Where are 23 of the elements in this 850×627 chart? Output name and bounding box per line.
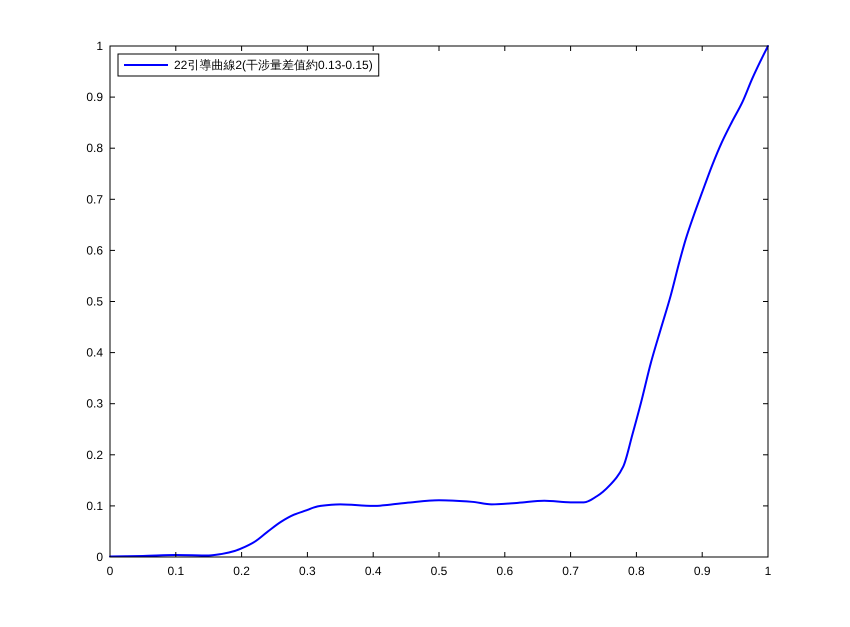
y-tick-label: 0.5 xyxy=(86,294,103,308)
y-tick-label: 0 xyxy=(96,550,103,564)
y-tick-label: 0.6 xyxy=(86,243,103,258)
y-tick-label: 0.7 xyxy=(86,192,103,206)
x-tick-label: 0.7 xyxy=(562,564,579,578)
y-tick-label: 0.1 xyxy=(86,498,103,513)
x-tick-label: 0.6 xyxy=(496,564,514,578)
y-tick-label: 0.8 xyxy=(86,141,103,156)
y-tick-label: 0.4 xyxy=(86,346,103,360)
y-tick-label: 0.9 xyxy=(86,90,103,104)
x-tick-label: 0 xyxy=(106,564,114,578)
x-tick-label: 0.2 xyxy=(233,564,250,578)
x-tick-label: 0.9 xyxy=(694,564,711,578)
x-tick-label: 0.8 xyxy=(628,564,645,578)
x-tick-label: 1 xyxy=(764,564,772,578)
x-tick-label: 0.4 xyxy=(364,564,382,578)
x-tick-label: 0.3 xyxy=(299,564,316,578)
x-tick-label: 0.1 xyxy=(167,564,184,578)
y-tick-label: 1 xyxy=(96,39,103,53)
y-tick-label: 0.2 xyxy=(86,448,103,462)
x-tick-label: 0.5 xyxy=(430,564,448,578)
legend-label: 22引導曲線2(干涉量差值約0.13-0.15) xyxy=(174,58,373,72)
y-tick-label: 0.3 xyxy=(86,396,103,411)
